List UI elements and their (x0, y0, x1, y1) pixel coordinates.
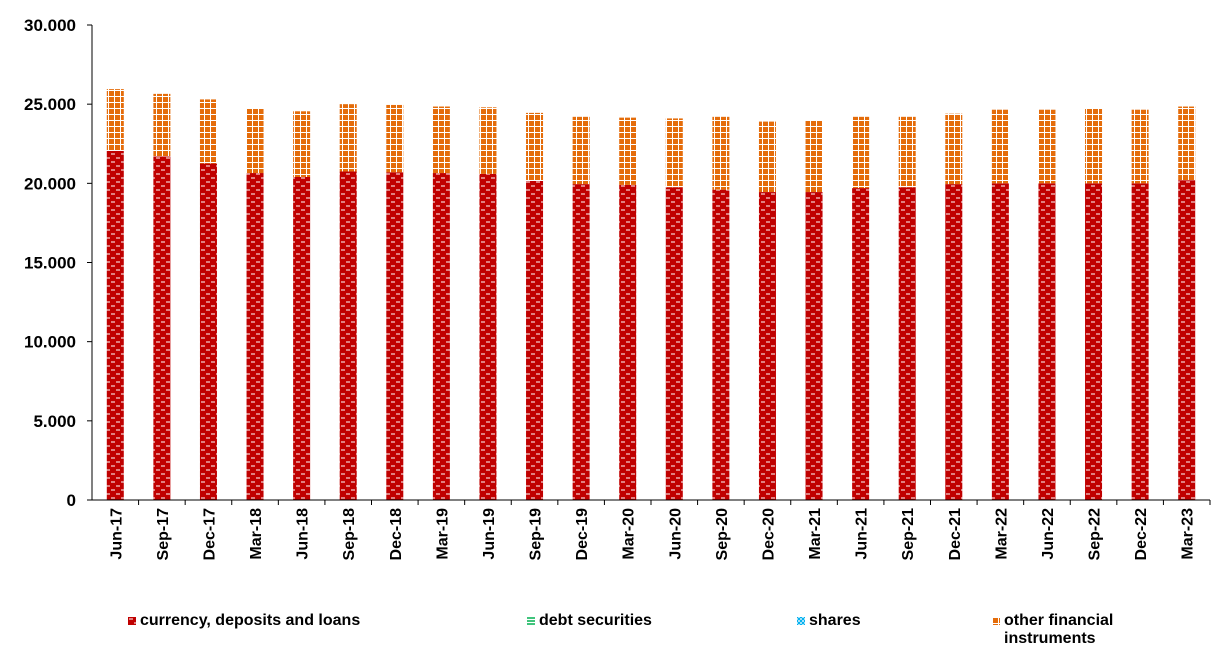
legend-item-debt-securities: debt securities (527, 612, 652, 630)
x-tick-label: Mar-20 (621, 508, 638, 560)
x-tick-label: Sep-21 (900, 508, 917, 561)
bar-currency-deposits-loans (991, 183, 1009, 501)
bar-currency-deposits-loans (1131, 183, 1149, 501)
y-tick-label: 15.000 (24, 254, 76, 273)
x-tick-label: Jun-19 (481, 508, 498, 560)
bar-currency-deposits-loans (665, 187, 683, 500)
legend-item-currency-deposits-loans: currency, deposits and loans (128, 612, 360, 630)
x-tick-label: Jun-20 (667, 508, 684, 560)
bar-other-financial-instruments (898, 116, 916, 188)
x-tick-label: Sep-18 (341, 508, 358, 561)
bar-currency-deposits-loans (619, 184, 637, 500)
bar-other-financial-instruments (991, 109, 1009, 184)
bar-other-financial-instruments (1085, 108, 1103, 184)
bar-other-financial-instruments (526, 112, 544, 181)
x-tick-label: Mar-19 (434, 508, 451, 560)
legend-swatch-orange (992, 617, 1000, 625)
bar-currency-deposits-loans (432, 173, 450, 500)
x-tick-label: Dec-18 (388, 508, 405, 561)
bars (106, 89, 1196, 501)
y-tick-label: 25.000 (24, 95, 76, 114)
bar-other-financial-instruments (712, 116, 730, 190)
bar-other-financial-instruments (1038, 109, 1056, 184)
bar-currency-deposits-loans (153, 156, 171, 500)
bar-other-financial-instruments (619, 117, 637, 185)
x-tick-label: Mar-23 (1180, 508, 1197, 560)
y-tick-label: 20.000 (24, 174, 76, 193)
bar-other-financial-instruments (246, 108, 264, 174)
bar-currency-deposits-loans (106, 150, 124, 500)
y-tick-label: 10.000 (24, 333, 76, 352)
bar-other-financial-instruments (479, 107, 497, 174)
x-tick-label: Dec-19 (574, 508, 591, 561)
x-tick-label: Mar-21 (807, 508, 824, 560)
bar-other-financial-instruments (945, 113, 963, 185)
legend-item-other-financial-instruments: other financial instruments (992, 612, 1154, 648)
x-tick-label: Dec-20 (760, 508, 777, 561)
legend-swatch-cyan (797, 617, 805, 625)
x-tick-label: Sep-19 (528, 508, 545, 561)
bar-currency-deposits-loans (805, 192, 823, 500)
bar-other-financial-instruments (293, 111, 311, 177)
legend-swatch-green (527, 617, 535, 625)
x-tick-label: Sep-22 (1087, 508, 1104, 561)
bar-other-financial-instruments (852, 116, 870, 189)
legend-label: shares (809, 612, 861, 629)
bar-currency-deposits-loans (572, 184, 590, 500)
bar-currency-deposits-loans (246, 173, 264, 500)
x-tick-label: Dec-21 (947, 508, 964, 561)
x-tick-label: Mar-22 (993, 508, 1010, 560)
y-tick-label: 5.000 (33, 412, 76, 431)
x-tick-label: Sep-17 (155, 508, 172, 561)
bar-other-financial-instruments (1178, 106, 1196, 181)
x-tick-label: Jun-22 (1040, 508, 1057, 560)
bar-currency-deposits-loans (945, 184, 963, 500)
bar-other-financial-instruments (665, 118, 683, 188)
x-axis: Jun-17 Sep-17 Dec-17 Mar-18 Jun-18 Sep-18 Dec-… (92, 499, 1211, 561)
bar-currency-deposits-loans (199, 163, 217, 500)
bar-currency-deposits-loans (339, 171, 357, 501)
legend-label: other financial instruments (1004, 612, 1114, 647)
bar-currency-deposits-loans (758, 192, 776, 500)
legend: currency, deposits and loans debt securi… (0, 612, 1211, 652)
bar-other-financial-instruments (199, 99, 217, 164)
bar-currency-deposits-loans (293, 177, 311, 500)
bar-currency-deposits-loans (1038, 183, 1056, 501)
bar-other-financial-instruments (758, 121, 776, 193)
x-tick-label: Jun-21 (854, 508, 871, 560)
y-tick-label: 0 (67, 491, 76, 510)
bar-other-financial-instruments (432, 106, 450, 174)
x-tick-label: Mar-18 (248, 508, 265, 560)
bar-currency-deposits-loans (1085, 183, 1103, 501)
x-tick-label: Sep-20 (714, 508, 731, 561)
bar-currency-deposits-loans (386, 172, 404, 500)
bar-other-financial-instruments (805, 120, 823, 193)
bar-other-financial-instruments (386, 104, 404, 173)
bar-currency-deposits-loans (898, 187, 916, 500)
legend-label: currency, deposits and loans (140, 612, 361, 629)
bar-currency-deposits-loans (526, 180, 544, 501)
legend-swatch-red (128, 617, 136, 625)
legend-item-shares: shares (797, 612, 861, 630)
x-tick-label: Jun-18 (295, 508, 312, 560)
x-tick-label: Dec-22 (1133, 508, 1150, 561)
bar-currency-deposits-loans (1178, 180, 1196, 500)
legend-label: debt securities (539, 612, 652, 629)
bar-other-financial-instruments (339, 104, 357, 172)
bar-currency-deposits-loans (479, 173, 497, 501)
bar-other-financial-instruments (1131, 109, 1149, 184)
bar-currency-deposits-loans (852, 188, 870, 501)
chart-plot: 0 5.000 10.000 15.000 20.000 25.000 30.000 Jun… (24, 16, 1211, 561)
bar-other-financial-instruments (153, 93, 171, 157)
bar-other-financial-instruments (572, 116, 590, 185)
bar-other-financial-instruments (106, 89, 124, 151)
x-tick-label: Dec-17 (201, 508, 218, 561)
y-axis: 0 5.000 10.000 15.000 20.000 25.000 30.000 (24, 16, 93, 510)
x-tick-label: Jun-17 (108, 508, 125, 560)
y-tick-label: 30.000 (24, 16, 76, 35)
bar-currency-deposits-loans (712, 189, 730, 500)
